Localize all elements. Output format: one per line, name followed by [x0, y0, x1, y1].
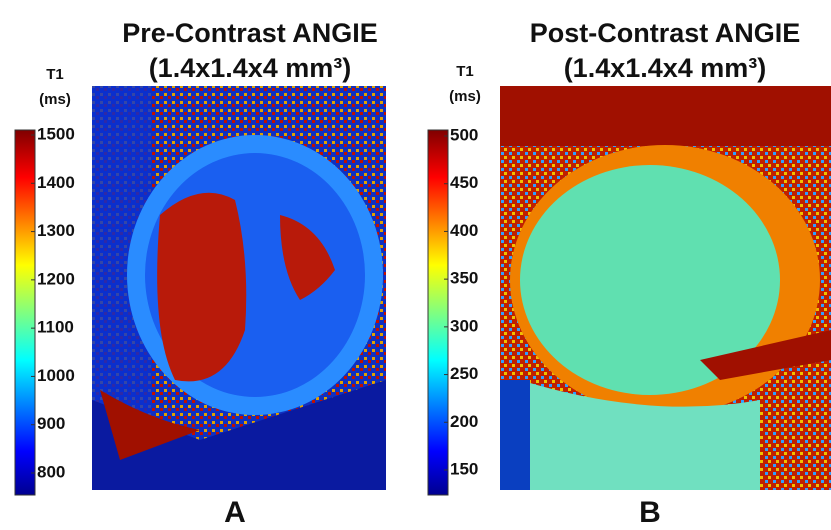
tick-label: 1200	[37, 269, 75, 288]
tick-label: 300	[450, 316, 478, 335]
tick-label: 150	[450, 459, 478, 478]
tick-label: 500	[450, 125, 478, 144]
tick-label: 450	[450, 173, 478, 192]
t1-map-b	[500, 86, 831, 490]
colorbar-label: T1	[456, 63, 474, 80]
panel-letter: A	[224, 496, 246, 529]
tick-label: 1100	[37, 318, 74, 337]
tick-label: 400	[450, 221, 478, 240]
panel-title: Post-Contrast ANGIE	[530, 18, 801, 48]
colorbar-label: (ms)	[449, 88, 481, 105]
colorbar-label: T1	[46, 66, 64, 83]
tick-label: 250	[450, 364, 478, 383]
panel-letter: B	[639, 496, 661, 529]
tick-label: 1500	[37, 124, 75, 143]
tick-label: 900	[37, 414, 65, 433]
colorbar-label: (ms)	[39, 91, 71, 108]
panel-title: (1.4x1.4x4 mm³)	[564, 53, 767, 83]
tick-label: 800	[37, 462, 65, 481]
tick-label: 1300	[37, 221, 75, 240]
t1-map-a	[92, 86, 386, 490]
tick-label: 350	[450, 269, 478, 288]
tick-label: 200	[450, 412, 478, 431]
colorbar-a	[14, 129, 36, 496]
panel-title: (1.4x1.4x4 mm³)	[149, 53, 352, 83]
tick-label: 1400	[37, 173, 75, 192]
colorbar-b	[427, 129, 449, 496]
tick-label: 1000	[37, 366, 75, 385]
panel-title: Pre-Contrast ANGIE	[122, 18, 378, 48]
